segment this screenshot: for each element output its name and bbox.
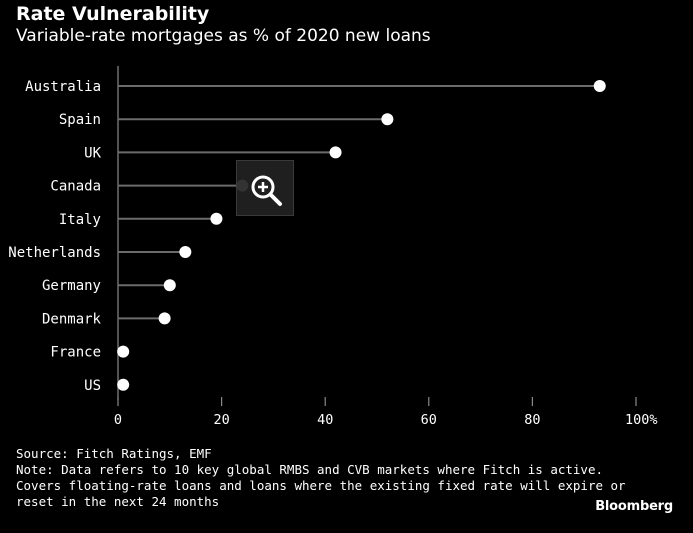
lollipop-dot: [329, 146, 342, 159]
chart-subtitle: Variable-rate mortgages as % of 2020 new…: [16, 26, 431, 46]
chart-title: Rate Vulnerability: [16, 3, 210, 25]
category-label: Italy: [59, 212, 101, 228]
lollipop-chart: 0 20 40 60 80 100% Australia Spain UK Canada Ital…: [8, 66, 658, 428]
zoom-button[interactable]: [236, 160, 294, 216]
zoom-in-icon: [251, 175, 282, 206]
x-tick-label: 40: [317, 412, 333, 428]
category-label: Denmark: [42, 311, 102, 327]
category-label: Netherlands: [8, 245, 101, 261]
chart-footer: Source: Fitch Ratings, EMF Note: Data re…: [16, 446, 626, 510]
lollipop-dot: [117, 378, 130, 391]
note-line: reset in the next 24 months: [16, 494, 220, 509]
x-tick-label: 0: [114, 412, 122, 428]
lollipop-dot: [163, 279, 176, 292]
x-tick-label: 20: [213, 412, 229, 428]
lollipop-dot: [381, 113, 394, 126]
source-note: Source: Fitch Ratings, EMF: [16, 446, 212, 461]
category-label: Germany: [42, 278, 101, 294]
category-label: Canada: [50, 179, 101, 195]
x-tick-label: 60: [421, 412, 437, 428]
note-line: Covers floating-rate loans and loans whe…: [16, 478, 626, 493]
lollipop-dot: [117, 345, 130, 358]
category-label: US: [84, 378, 101, 394]
bloomberg-logo: Bloomberg: [595, 499, 673, 514]
x-tick-label: 80: [524, 412, 540, 428]
x-tick-label: 100%: [625, 412, 658, 428]
category-label: Australia: [25, 79, 101, 95]
category-label: Spain: [59, 112, 101, 128]
lollipop-dot: [593, 80, 606, 92]
category-label: France: [50, 345, 101, 361]
lollipop-dot: [210, 212, 223, 225]
category-label: UK: [84, 145, 101, 161]
lollipop-dot: [179, 246, 192, 258]
lollipop-dot: [158, 312, 171, 325]
note-line: Note: Data refers to 10 key global RMBS …: [16, 462, 603, 477]
